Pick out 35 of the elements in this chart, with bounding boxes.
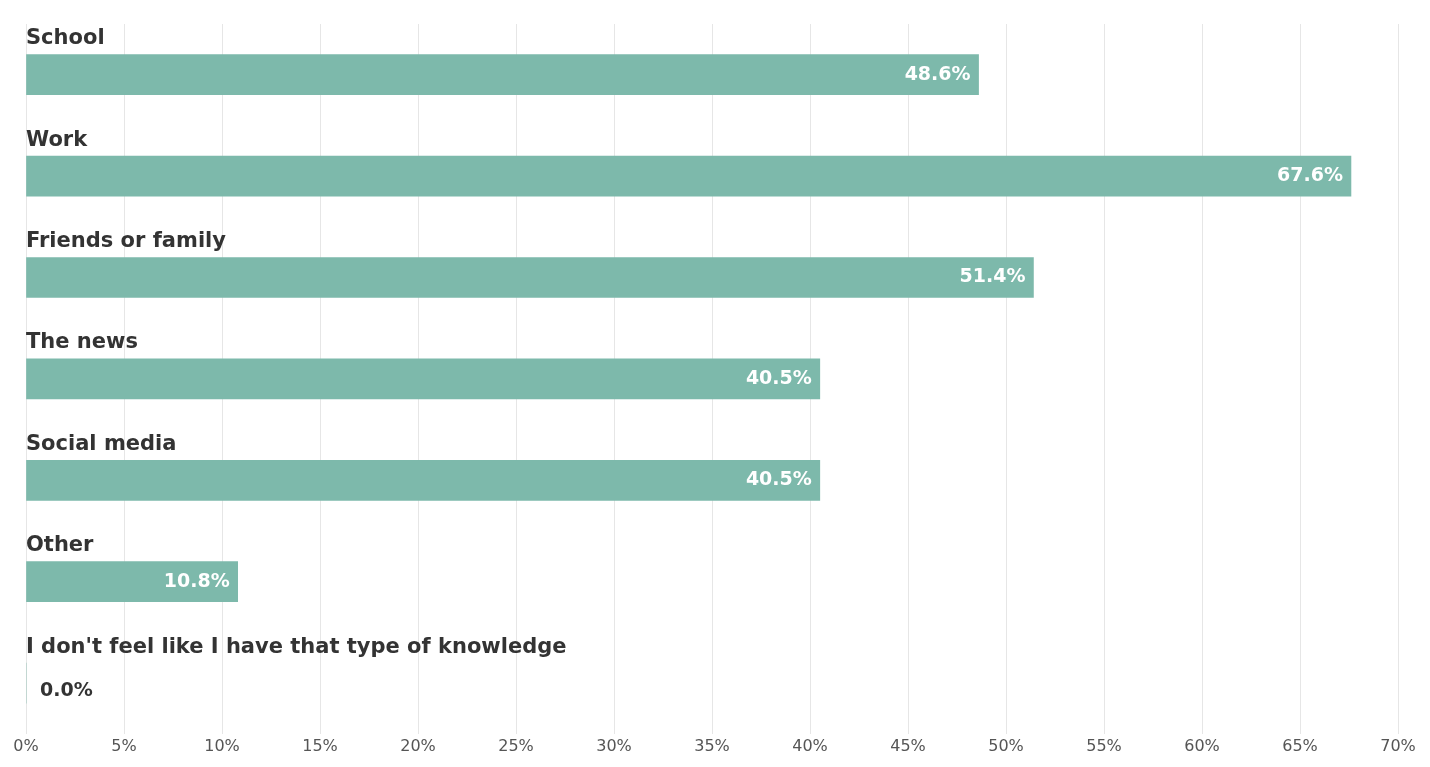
x-tick-label: 5% <box>111 735 137 755</box>
y-tick-label: The news <box>26 329 138 354</box>
x-tick-label: 15% <box>302 735 338 755</box>
data-label: 40.5% <box>745 467 812 490</box>
bar <box>26 358 821 400</box>
x-tick-label: 35% <box>694 735 730 755</box>
x-tick-label: 70% <box>1380 735 1416 755</box>
y-tick-label: School <box>26 25 105 50</box>
data-label: 10.8% <box>163 568 230 591</box>
x-tick-label: 10% <box>204 735 240 755</box>
x-tick-label: 0% <box>13 735 39 755</box>
bar <box>26 459 821 501</box>
x-tick-label: 20% <box>400 735 436 755</box>
x-tick-label: 50% <box>988 735 1024 755</box>
y-tick-label: I don't feel like I have that type of knowledge <box>26 633 567 658</box>
x-tick-label: 30% <box>596 735 632 755</box>
data-label: 67.6% <box>1277 163 1343 186</box>
y-tick-label: Social media <box>26 430 177 455</box>
x-tick-label: 60% <box>1184 735 1220 755</box>
data-label: 51.4% <box>959 264 1026 287</box>
y-tick-label: Work <box>26 126 89 151</box>
data-label: 0.0% <box>40 678 93 701</box>
x-tick-label: 55% <box>1086 735 1122 755</box>
data-label: 48.6% <box>904 61 971 84</box>
bar <box>26 561 239 603</box>
x-tick-label: 45% <box>890 735 926 755</box>
bar <box>26 54 979 96</box>
x-tick-label: 25% <box>498 735 534 755</box>
x-tick-label: 40% <box>792 735 828 755</box>
bar <box>26 257 1034 298</box>
x-tick-label: 65% <box>1282 735 1318 755</box>
bar <box>26 155 1352 197</box>
y-tick-label: Friends or family <box>26 227 227 252</box>
y-tick-label: Other <box>26 532 95 557</box>
data-label: 40.5% <box>745 365 812 388</box>
